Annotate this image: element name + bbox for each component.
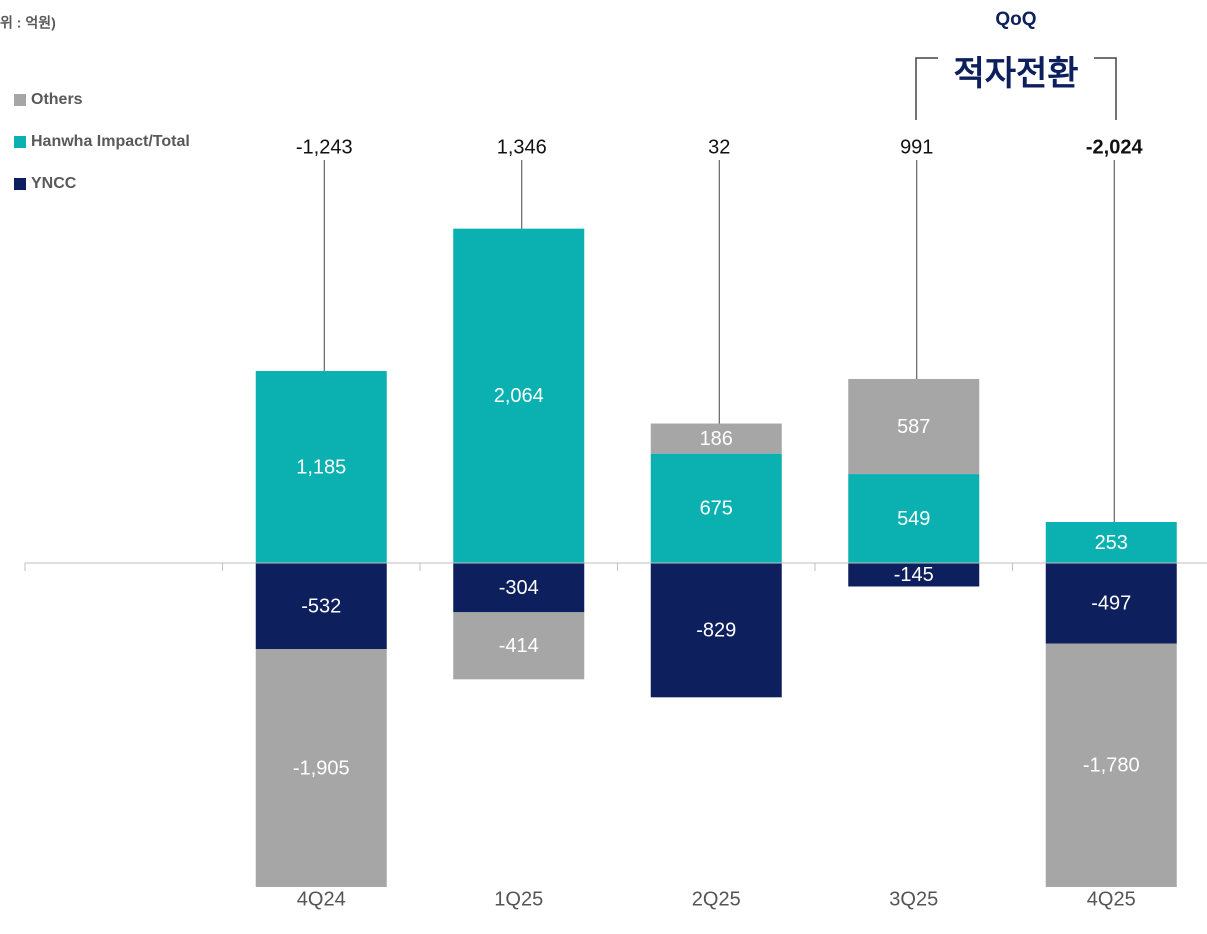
bracket: [915, 57, 1117, 120]
data-label: 587: [897, 416, 930, 438]
bar-segment: [255, 649, 387, 887]
x-tick-label: 1Q25: [494, 888, 543, 910]
bar-segment: [1045, 522, 1177, 563]
x-tick-label: 4Q24: [297, 888, 346, 910]
data-label: -1,905: [293, 757, 350, 779]
total-label: 991: [900, 136, 933, 158]
bar-segment: [650, 563, 782, 698]
bar-segment: [255, 563, 387, 650]
total-label: -2,024: [1086, 136, 1144, 158]
data-label: -532: [301, 595, 341, 617]
legend-swatch: [14, 136, 26, 148]
legend-label: YNCC: [31, 175, 77, 192]
bars: [255, 228, 1177, 887]
data-label: -145: [894, 564, 934, 586]
data-label: 1,185: [296, 456, 346, 478]
x-tick-label: 2Q25: [692, 888, 741, 910]
bar-segment: [650, 453, 782, 563]
data-label: -304: [499, 577, 539, 599]
bar-segment: [453, 228, 585, 563]
total-label: 1,346: [497, 136, 547, 158]
bar-segment: [453, 563, 585, 613]
unit-label: 위 : 억원): [0, 15, 56, 31]
data-label: -829: [696, 619, 736, 641]
total-label: -1,243: [296, 136, 353, 158]
bar-segment: [848, 378, 980, 475]
data-label: -497: [1091, 593, 1131, 615]
data-label: -1,780: [1083, 755, 1140, 777]
annotation-top: QoQ: [995, 9, 1036, 30]
data-label: 186: [700, 428, 733, 450]
data-label: -414: [499, 635, 539, 657]
bar-segment: [848, 563, 980, 587]
bar-segment: [1045, 563, 1177, 644]
bar-segment: [1045, 643, 1177, 887]
x-tick-label: 3Q25: [889, 888, 938, 910]
bar-segment: [650, 423, 782, 454]
bar-segment: [848, 474, 980, 563]
data-label: 549: [897, 508, 930, 530]
data-label: 2,064: [494, 385, 544, 407]
legend-label: Others: [31, 91, 83, 108]
x-tick-label: 4Q25: [1087, 888, 1136, 910]
data-label: 675: [700, 498, 733, 520]
annotation-main: 적자전환: [953, 55, 1078, 93]
bar-segment: [255, 371, 387, 563]
legend-swatch: [14, 178, 26, 190]
legend-swatch: [14, 94, 26, 106]
total-label: 32: [708, 136, 730, 158]
legend-label: Hanwha Impact/Total: [31, 133, 190, 150]
data-label: 253: [1095, 532, 1128, 554]
bar-segment: [453, 612, 585, 680]
